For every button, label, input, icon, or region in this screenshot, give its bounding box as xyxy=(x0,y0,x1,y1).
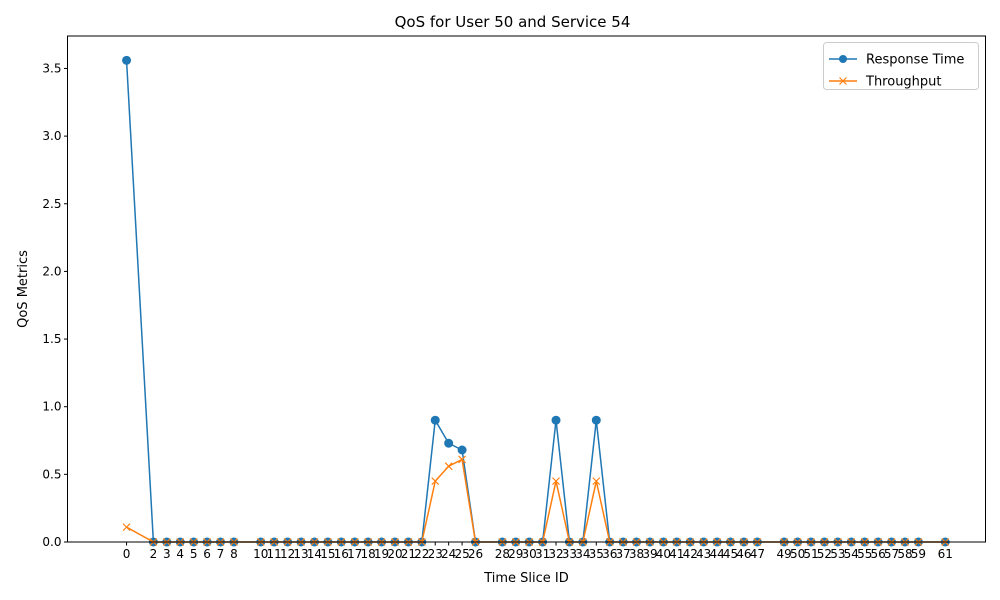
x-tick-label: 11 xyxy=(267,547,282,561)
legend-throughput-marker xyxy=(839,77,847,85)
x-tick-label: 61 xyxy=(938,547,953,561)
x-tick-label: 26 xyxy=(468,547,483,561)
x-tick-label: 14 xyxy=(307,547,322,561)
x-tick-label: 20 xyxy=(387,547,402,561)
x-tick-label: 24 xyxy=(441,547,456,561)
x-tick-label: 41 xyxy=(669,547,684,561)
x-tick-label: 39 xyxy=(642,547,657,561)
x-tick-label: 34 xyxy=(575,547,590,561)
x-tick-label: 16 xyxy=(334,547,349,561)
x-tick-label: 46 xyxy=(736,547,751,561)
x-tick-label: 6 xyxy=(203,547,211,561)
x-tick-label: 17 xyxy=(347,547,362,561)
y-tick-label: 1.0 xyxy=(42,400,61,414)
x-tick-label: 32 xyxy=(548,547,563,561)
legend-throughput-label: Throughput xyxy=(865,75,942,90)
x-tick-label: 51 xyxy=(803,547,818,561)
legend-response-time-marker xyxy=(839,55,847,63)
x-tick-label: 49 xyxy=(777,547,792,561)
y-tick-label: 2.0 xyxy=(42,264,61,278)
throughput-point xyxy=(431,477,440,486)
x-tick-label: 44 xyxy=(709,547,724,561)
x-tick-label: 57 xyxy=(884,547,899,561)
x-axis-label: Time Slice ID xyxy=(483,571,569,586)
response-time-point xyxy=(122,55,132,65)
response-time-point xyxy=(444,438,454,448)
x-tick-label: 35 xyxy=(589,547,604,561)
x-tick-label: 36 xyxy=(602,547,617,561)
x-tick-label: 29 xyxy=(508,547,523,561)
legend-response-time-label: Response Time xyxy=(866,53,964,68)
x-tick-label: 21 xyxy=(401,547,416,561)
plot-area xyxy=(67,36,986,542)
x-tick-label: 15 xyxy=(320,547,335,561)
x-tick-label: 30 xyxy=(522,547,537,561)
x-tick-label: 31 xyxy=(535,547,550,561)
x-tick-label: 0 xyxy=(123,547,131,561)
legend-items: Response Time Throughput xyxy=(829,53,964,90)
x-tick-label: 2 xyxy=(150,547,158,561)
y-axis-label: QoS Metrics xyxy=(16,250,31,328)
throughput-point xyxy=(122,523,131,532)
response-time-point xyxy=(591,415,601,425)
response-time-point xyxy=(457,445,467,455)
x-axis-ticks: 0 2 3 4 5 6 7 8 10111213141516171819202122232425… xyxy=(123,542,953,561)
x-tick-label: 37 xyxy=(615,547,630,561)
x-tick-label: 8 xyxy=(230,547,238,561)
y-tick-label: 1.5 xyxy=(42,332,61,346)
throughput-point xyxy=(592,477,601,486)
y-tick-label: 3.0 xyxy=(42,129,61,143)
chart-title: QoS for User 50 and Service 54 xyxy=(395,13,631,31)
legend-box xyxy=(823,42,979,90)
y-axis-ticks: 0.0 0.5 1.0 1.5 2.0 2.5 3.0 3.5 xyxy=(42,61,68,549)
x-tick-label: 43 xyxy=(696,547,711,561)
x-tick-label: 12 xyxy=(280,547,295,561)
x-tick-label: 18 xyxy=(360,547,375,561)
x-tick-label: 4 xyxy=(176,547,184,561)
x-tick-label: 56 xyxy=(870,547,885,561)
response-time-point xyxy=(430,415,440,425)
y-tick-label: 3.5 xyxy=(42,61,61,75)
x-tick-label: 50 xyxy=(790,547,805,561)
x-tick-label: 25 xyxy=(454,547,469,561)
plot-frame xyxy=(67,35,986,543)
throughput-point xyxy=(444,462,453,471)
x-tick-label: 52 xyxy=(817,547,832,561)
throughput-point xyxy=(552,477,560,486)
x-tick-label: 10 xyxy=(253,547,268,561)
x-tick-label: 5 xyxy=(190,547,198,561)
x-tick-label: 28 xyxy=(495,547,510,561)
response-time-point xyxy=(551,415,561,425)
x-tick-label: 42 xyxy=(683,547,698,561)
x-tick-label: 55 xyxy=(857,547,872,561)
x-tick-label: 40 xyxy=(656,547,671,561)
x-tick-label: 53 xyxy=(830,547,845,561)
y-tick-label: 0.0 xyxy=(42,535,61,549)
legend: Response Time Throughput xyxy=(823,42,979,90)
x-tick-label: 38 xyxy=(629,547,644,561)
x-tick-label: 59 xyxy=(911,547,926,561)
x-tick-label: 22 xyxy=(414,547,429,561)
x-tick-label: 58 xyxy=(897,547,912,561)
x-tick-label: 45 xyxy=(723,547,738,561)
y-tick-label: 2.5 xyxy=(42,197,61,211)
x-tick-label: 3 xyxy=(163,547,171,561)
x-tick-label: 47 xyxy=(750,547,765,561)
x-tick-label: 7 xyxy=(217,547,225,561)
x-tick-label: 19 xyxy=(374,547,389,561)
x-tick-label: 54 xyxy=(844,547,859,561)
throughput-point xyxy=(458,455,467,464)
x-tick-label: 33 xyxy=(562,547,577,561)
y-tick-label: 0.5 xyxy=(42,467,61,481)
x-tick-label: 13 xyxy=(293,547,308,561)
x-tick-label: 23 xyxy=(428,547,443,561)
